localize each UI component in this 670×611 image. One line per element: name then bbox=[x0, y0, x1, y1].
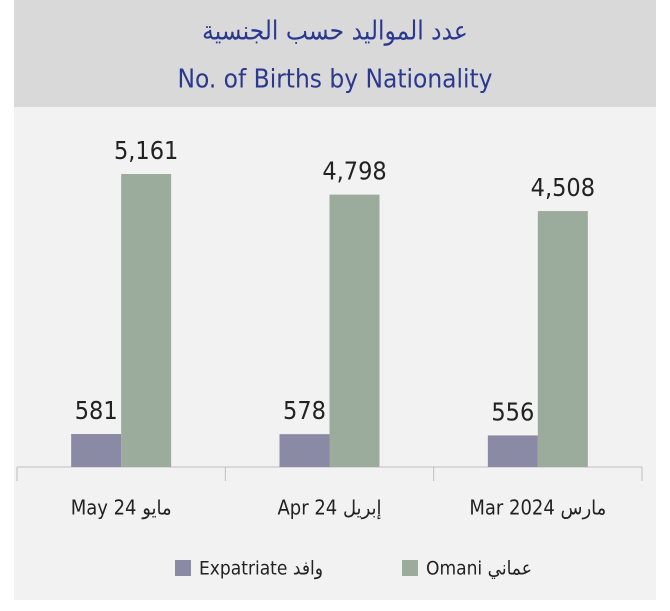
data-label: 4,798 bbox=[322, 157, 386, 186]
data-label: 581 bbox=[75, 396, 118, 425]
bar bbox=[121, 174, 172, 467]
bar bbox=[487, 435, 538, 467]
chart-title: عدد المواليد حسب الجنسية bbox=[202, 17, 468, 47]
legend-label: Expatriate وافد bbox=[199, 558, 323, 580]
data-label: 578 bbox=[283, 396, 326, 425]
x-tick-label: May 24 مايو bbox=[71, 496, 172, 520]
legend-swatch bbox=[175, 560, 191, 576]
data-label: 5,161 bbox=[114, 136, 178, 165]
legend-label: Omani عماني bbox=[426, 558, 532, 580]
x-tick-label: Mar 2024 مارس bbox=[469, 496, 606, 520]
chart-subtitle: No. of Births by Nationality bbox=[177, 65, 492, 95]
legend-swatch bbox=[402, 560, 418, 576]
bar bbox=[71, 434, 122, 467]
bar bbox=[537, 211, 588, 467]
bar bbox=[329, 194, 380, 467]
data-label: 556 bbox=[491, 397, 534, 426]
data-label: 4,508 bbox=[531, 173, 595, 202]
title-band bbox=[14, 0, 656, 107]
bar bbox=[279, 434, 330, 467]
x-tick-label: Apr 24 إبريل bbox=[277, 496, 381, 521]
